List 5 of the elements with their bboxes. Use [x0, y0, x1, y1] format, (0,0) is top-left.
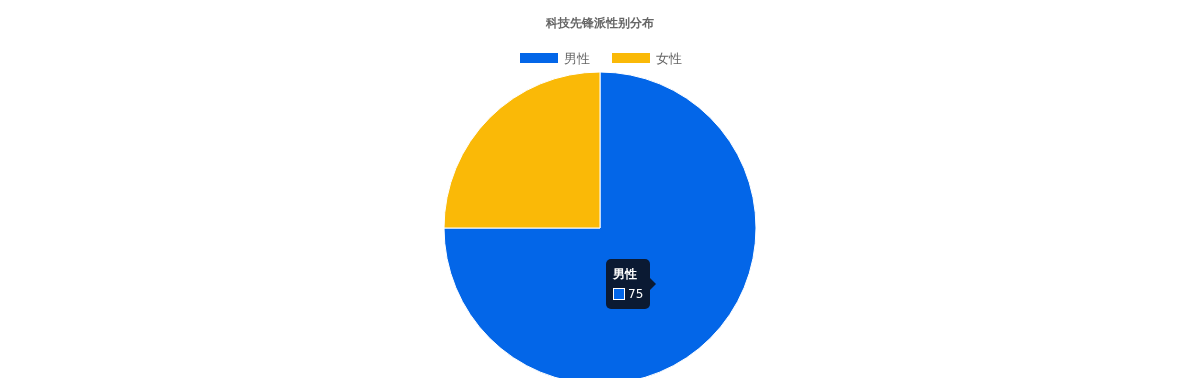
chart-title: 科技先锋派性别分布: [545, 16, 654, 30]
slice-label: 男性: [613, 266, 638, 283]
legend-label: 女性: [656, 50, 682, 66]
legend-label: 男性: [564, 50, 590, 66]
data-label: 75: [628, 286, 644, 303]
